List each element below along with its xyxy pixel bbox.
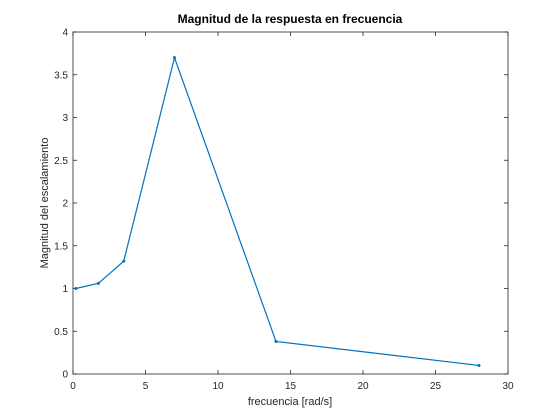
y-tick-label: 1	[62, 284, 68, 295]
x-tick-label: 0	[70, 381, 76, 392]
x-tick-label: 20	[357, 381, 369, 392]
data-point	[173, 56, 176, 60]
y-tick-label: 2	[62, 199, 68, 210]
y-tick-label: 3	[62, 113, 68, 124]
x-axis-ticks: 0 5 10 15 20 25 30	[70, 32, 514, 392]
y-tick-label: 1.5	[54, 241, 68, 252]
data-point	[477, 363, 481, 367]
y-axis-label: Magnitud del escalamiento	[39, 138, 51, 269]
y-tick-label: 3.5	[54, 70, 68, 81]
x-tick-label: 5	[143, 381, 149, 392]
plot-area	[73, 32, 508, 374]
x-tick-label: 30	[502, 381, 514, 392]
data-point	[96, 281, 100, 285]
y-tick-label: 2.5	[54, 156, 68, 167]
series-layer	[74, 55, 481, 367]
y-tick-label: 0	[62, 370, 68, 381]
data-point	[74, 287, 78, 290]
x-tick-label: 15	[285, 381, 297, 392]
axes-box	[72, 31, 509, 375]
chart-title: Magnitud de la respuesta en frecuencia	[178, 12, 403, 26]
data-point	[274, 340, 278, 344]
y-tick-label: 4	[62, 28, 68, 39]
x-tick-label: 25	[430, 381, 442, 392]
y-tick-label: 0.5	[54, 327, 68, 338]
x-axis-label: frecuencia [rad/s]	[248, 396, 332, 408]
x-tick-label: 10	[212, 381, 224, 392]
data-point	[122, 259, 126, 263]
series-line	[75, 55, 480, 367]
